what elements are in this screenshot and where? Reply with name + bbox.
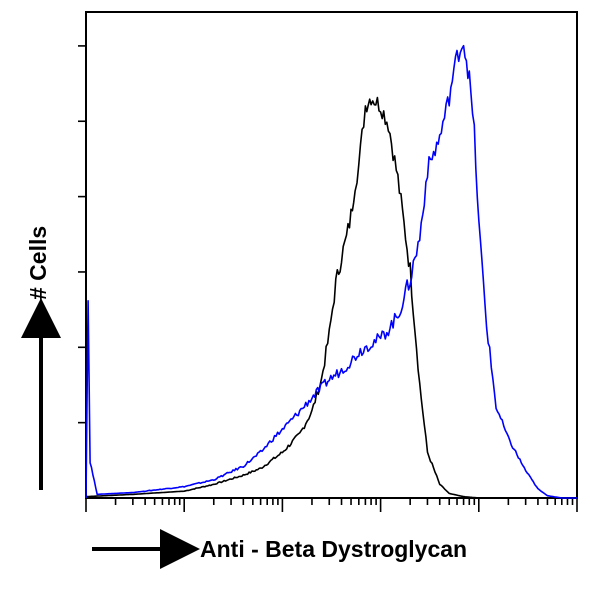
y-axis-ticks	[78, 45, 86, 424]
histogram-series	[85, 44, 577, 499]
x-axis-label: Anti - Beta Dystroglycan	[200, 536, 467, 562]
x-axis-ticks	[85, 498, 578, 512]
series-line-antibody	[85, 44, 577, 499]
series-line-control	[86, 96, 479, 499]
plot-frame	[85, 11, 578, 499]
y-axis-label: # Cells	[25, 226, 51, 300]
